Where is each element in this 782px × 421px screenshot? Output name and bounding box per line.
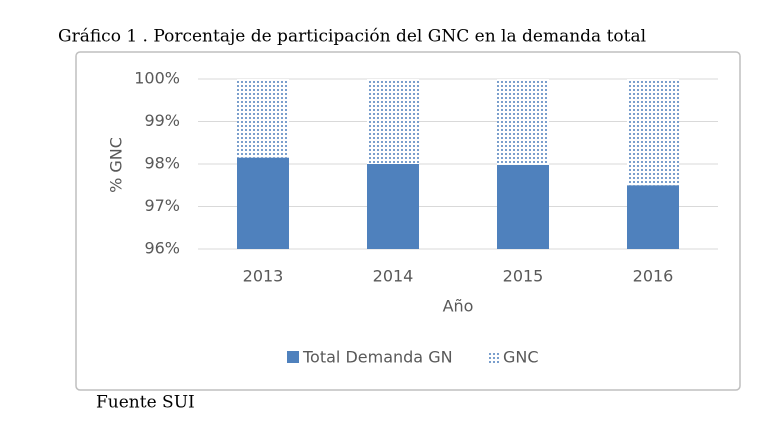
y-tick-label: 100% bbox=[134, 69, 180, 88]
source-note: Fuente SUI bbox=[96, 393, 195, 413]
legend-label: Total Demanda GN bbox=[302, 348, 453, 367]
y-axis-label: % GNC bbox=[107, 137, 126, 193]
x-tick-label: 2014 bbox=[373, 267, 414, 286]
x-tick-label: 2013 bbox=[243, 267, 284, 286]
legend-label: GNC bbox=[503, 348, 539, 367]
legend-swatch bbox=[287, 351, 299, 363]
y-tick-label: 96% bbox=[144, 239, 180, 258]
legend-swatch bbox=[487, 351, 499, 363]
x-tick-label: 2015 bbox=[503, 267, 544, 286]
bar-segment bbox=[237, 157, 289, 249]
bar-segment bbox=[497, 79, 549, 165]
bar-segment bbox=[627, 79, 679, 186]
bar-segment bbox=[627, 185, 679, 249]
y-tick-label: 98% bbox=[144, 154, 180, 173]
y-tick-label: 97% bbox=[144, 196, 180, 215]
chart-title: Gráfico 1 . Porcentaje de participación … bbox=[58, 27, 646, 47]
bar-segment bbox=[367, 164, 419, 249]
bar-segment bbox=[497, 164, 549, 249]
y-tick-label: 99% bbox=[144, 111, 180, 130]
x-tick-label: 2016 bbox=[633, 267, 674, 286]
bar-segment bbox=[367, 79, 419, 164]
x-axis-label: Año bbox=[443, 297, 474, 316]
bar-segment bbox=[237, 79, 289, 158]
